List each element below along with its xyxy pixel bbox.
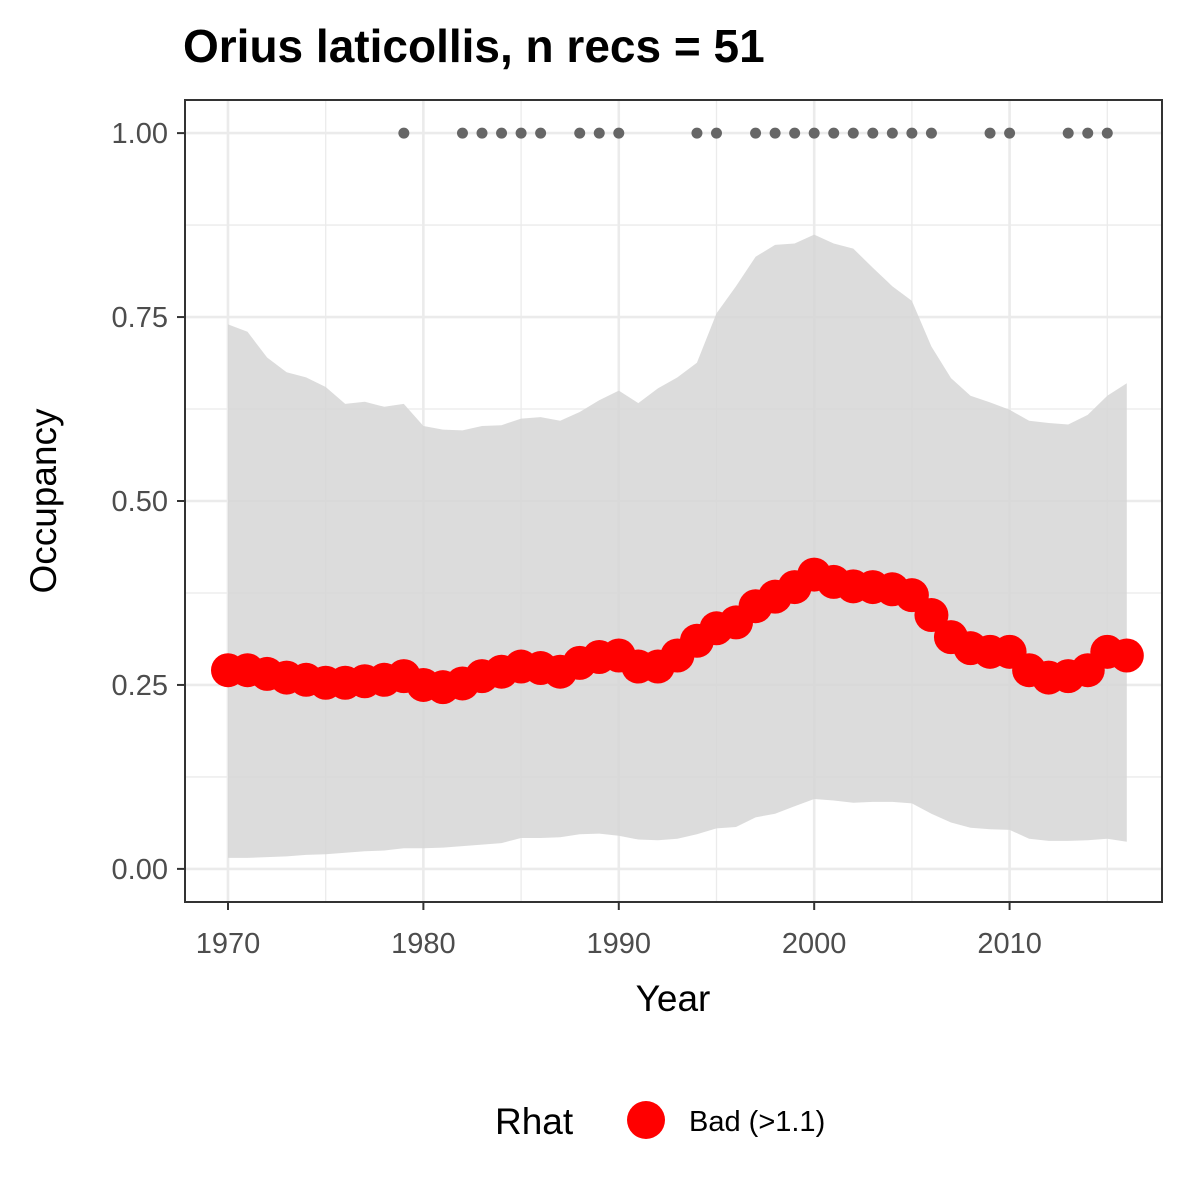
record-point <box>613 127 625 139</box>
record-point <box>535 127 547 139</box>
occupancy-point <box>1109 638 1144 673</box>
x-axis-title: Year <box>636 978 711 1019</box>
y-tick-label: 1.00 <box>112 118 168 150</box>
record-point <box>1062 127 1074 139</box>
record-point <box>691 127 703 139</box>
record-point <box>1082 127 1094 139</box>
confidence-ribbon <box>228 234 1127 858</box>
legend-label-bad: Bad (>1.1) <box>689 1106 825 1138</box>
x-tick-label: 2010 <box>977 928 1042 960</box>
y-axis: 0.00 0.25 0.50 0.75 1.00 <box>112 118 185 886</box>
record-point <box>750 127 762 139</box>
occupancy-series <box>210 557 1144 705</box>
y-tick-label: 0.00 <box>112 854 168 886</box>
plot-panel <box>184 99 1163 903</box>
occupancy-point <box>914 598 949 633</box>
x-axis: 1970 1980 1990 2000 2010 <box>196 902 1042 960</box>
record-point <box>593 127 605 139</box>
record-point <box>710 127 722 139</box>
legend-key-bad <box>627 1101 665 1139</box>
record-point <box>456 127 468 139</box>
record-point <box>867 127 879 139</box>
record-point <box>398 127 410 139</box>
record-points <box>398 127 1113 139</box>
legend: Rhat Bad (>1.1) <box>495 1101 825 1142</box>
record-point <box>925 127 937 139</box>
chart-title: Orius laticollis, n recs = 51 <box>183 20 765 72</box>
record-point <box>886 127 898 139</box>
y-tick-label: 0.50 <box>112 486 168 518</box>
y-axis-title: Occupancy <box>23 408 64 594</box>
x-tick-label: 1990 <box>587 928 652 960</box>
record-point <box>906 127 918 139</box>
y-tick-label: 0.75 <box>112 302 168 334</box>
x-tick-label: 2000 <box>782 928 847 960</box>
record-point <box>808 127 820 139</box>
record-point <box>828 127 840 139</box>
record-point <box>574 127 586 139</box>
y-tick-label: 0.25 <box>112 670 168 702</box>
record-point <box>847 127 859 139</box>
x-tick-label: 1970 <box>196 928 261 960</box>
record-point <box>476 127 488 139</box>
record-point <box>984 127 996 139</box>
record-point <box>789 127 801 139</box>
x-tick-label: 1980 <box>391 928 456 960</box>
record-point <box>769 127 781 139</box>
record-point <box>1004 127 1016 139</box>
legend-title: Rhat <box>495 1101 574 1142</box>
record-point <box>1101 127 1113 139</box>
record-point <box>515 127 527 139</box>
record-point <box>496 127 508 139</box>
